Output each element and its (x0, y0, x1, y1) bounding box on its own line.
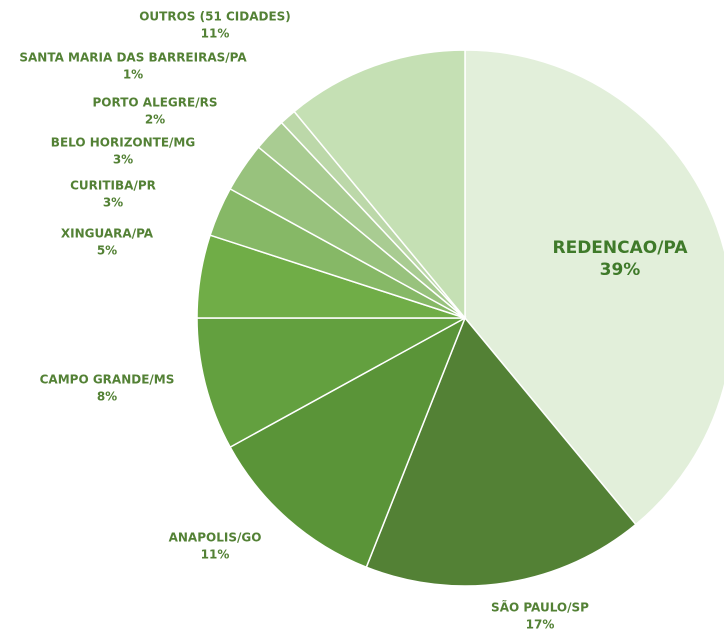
pie-slice (464, 49, 724, 526)
slice-label: CURITIBA/PR (70, 179, 156, 193)
slice-label: ANAPOLIS/GO (169, 531, 262, 545)
slice-value: 3% (113, 153, 133, 167)
pie-slice (196, 317, 466, 449)
pie-slice (293, 49, 466, 321)
slice-label: CAMPO GRANDE/MS (40, 373, 175, 387)
slice-value: 5% (97, 244, 117, 258)
pie-slice (365, 316, 637, 587)
slice-value: 17% (526, 618, 555, 632)
slice-label: OUTROS (51 CIDADES) (139, 10, 291, 24)
slice-value: 11% (201, 548, 230, 562)
slice-value: 2% (145, 113, 165, 127)
slice-value: 3% (103, 196, 123, 210)
slice-label: BELO HORIZONTE/MG (51, 136, 195, 150)
slice-value: 8% (97, 390, 117, 404)
slice-value: 1% (123, 68, 143, 82)
slice-label: PORTO ALEGRE/RS (93, 96, 218, 110)
slice-label: SÃO PAULO/SP (491, 600, 589, 615)
slice-label: REDENCAO/PA (552, 238, 688, 258)
slice-value: 11% (201, 27, 230, 41)
slice-value: 39% (600, 260, 641, 280)
slice-label: SANTA MARIA DAS BARREIRAS/PA (19, 51, 247, 65)
slice-label: XINGUARA/PA (61, 227, 154, 241)
pie-slice (229, 316, 467, 569)
